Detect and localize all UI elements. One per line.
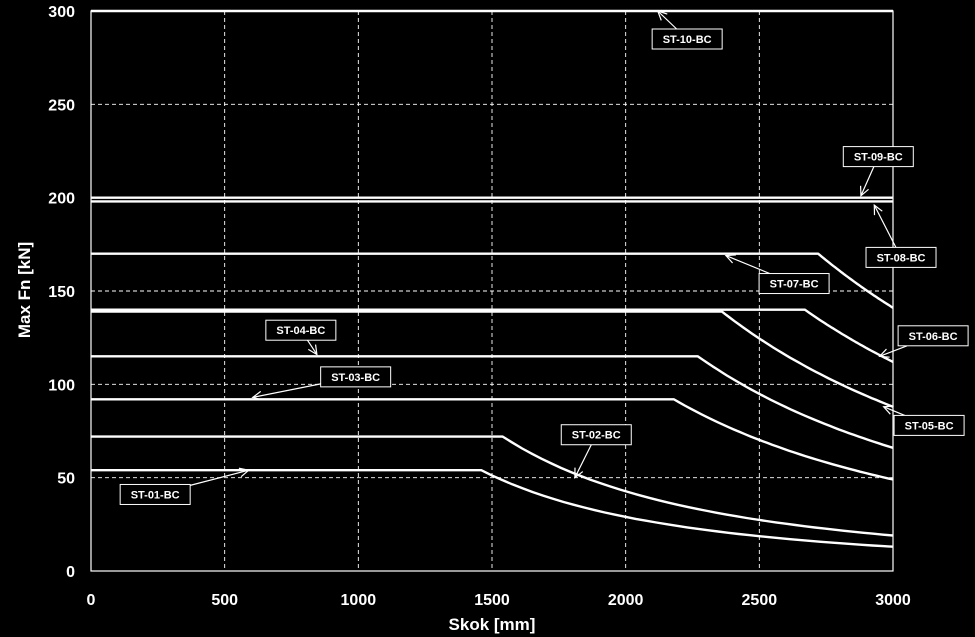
callout-label: ST-03-BC — [331, 372, 380, 384]
callout-box — [651, 28, 723, 50]
callout-arrow-head — [307, 344, 318, 356]
callout-arrow-line — [725, 254, 770, 275]
series-lines — [91, 9, 894, 548]
callout-st-07-bc: ST-07-BC — [724, 254, 830, 295]
callout-box — [865, 246, 937, 268]
series-line-st-05-bc — [91, 310, 894, 408]
y-tick-label: 200 — [48, 191, 75, 208]
callout-arrow-line — [306, 339, 318, 355]
y-tick-label: 250 — [48, 97, 75, 114]
x-tick-label: 2500 — [742, 592, 778, 609]
y-tick-label: 0 — [66, 564, 75, 581]
callout-arrow-head — [251, 390, 263, 401]
x-axis-title: Skok [mm] — [449, 615, 536, 634]
y-tick-label: 150 — [48, 284, 75, 301]
callout-arrow-line — [873, 204, 897, 248]
x-tick-label: 500 — [211, 592, 238, 609]
callout-arrow-line — [657, 10, 678, 30]
callout-label: ST-08-BC — [877, 252, 926, 264]
callout-arrow-line — [860, 166, 875, 197]
callout-box — [758, 273, 830, 295]
callout-label: ST-10-BC — [663, 34, 712, 46]
callout-box — [560, 424, 632, 446]
y-axis-title: Max Fn [kN] — [15, 242, 34, 338]
callout-st-05-bc: ST-05-BC — [882, 405, 965, 436]
series-line-st-07-bc — [91, 252, 894, 309]
callout-arrow-head — [859, 185, 869, 198]
series-line-st-01-bc — [91, 469, 894, 548]
x-tick-label: 0 — [87, 592, 96, 609]
callout-label: ST-04-BC — [276, 325, 325, 337]
callout-arrow-head — [656, 10, 668, 21]
callout-arrow-line — [879, 345, 908, 357]
callout-box — [119, 483, 191, 505]
callout-label: ST-09-BC — [854, 152, 903, 164]
x-tick-label: 3000 — [875, 592, 911, 609]
callout-label: ST-02-BC — [572, 430, 621, 442]
callout-arrow-line — [883, 406, 905, 416]
callout-label: ST-01-BC — [131, 489, 180, 501]
callout-arrow-head — [574, 467, 584, 479]
callout-arrow-line — [190, 469, 249, 486]
y-tick-label: 50 — [57, 471, 75, 488]
callout-arrow-head — [882, 405, 894, 415]
callout-st-06-bc: ST-06-BC — [878, 325, 969, 358]
callout-st-09-bc: ST-09-BC — [842, 146, 914, 198]
callout-st-01-bc: ST-01-BC — [119, 467, 251, 505]
callout-box — [893, 414, 965, 436]
callout-box — [320, 366, 392, 388]
callout-st-04-bc: ST-04-BC — [265, 319, 337, 356]
callout-arrow-line — [252, 383, 321, 398]
callout-label: ST-07-BC — [770, 279, 819, 291]
callout-arrow-line — [574, 444, 592, 478]
callout-label: ST-06-BC — [909, 331, 958, 343]
callout-arrow-head — [238, 467, 251, 478]
x-tick-label: 1000 — [341, 592, 377, 609]
callout-box — [265, 319, 337, 341]
callout-box — [842, 146, 914, 168]
series-line-st-03-bc — [91, 398, 894, 481]
callout-st-02-bc: ST-02-BC — [560, 424, 632, 479]
x-tick-label: 1500 — [474, 592, 510, 609]
series-line-st-02-bc — [91, 435, 894, 537]
tick-labels: 0 500 1000 1500 2000 2500 3000 0 50 100 150 200 250 3… — [48, 4, 911, 609]
callout-box — [897, 325, 969, 347]
callout-arrow-head — [878, 348, 890, 358]
callout-label: ST-05-BC — [905, 420, 954, 432]
callout-st-08-bc: ST-08-BC — [865, 203, 937, 268]
series-line-st-06-bc — [91, 308, 894, 363]
callout-st-03-bc: ST-03-BC — [251, 366, 392, 401]
series-line-st-04-bc — [91, 355, 894, 449]
callout-st-10-bc: ST-10-BC — [651, 10, 723, 50]
x-tick-label: 2000 — [608, 592, 644, 609]
callout-arrow-head — [724, 254, 736, 264]
callout-arrow-head — [873, 203, 883, 216]
y-tick-label: 100 — [48, 377, 75, 394]
y-tick-label: 300 — [48, 4, 75, 21]
series-callouts: ST-01-BC ST-02-BC ST-03-BC ST-04-BC ST-05-BC… — [119, 10, 969, 505]
